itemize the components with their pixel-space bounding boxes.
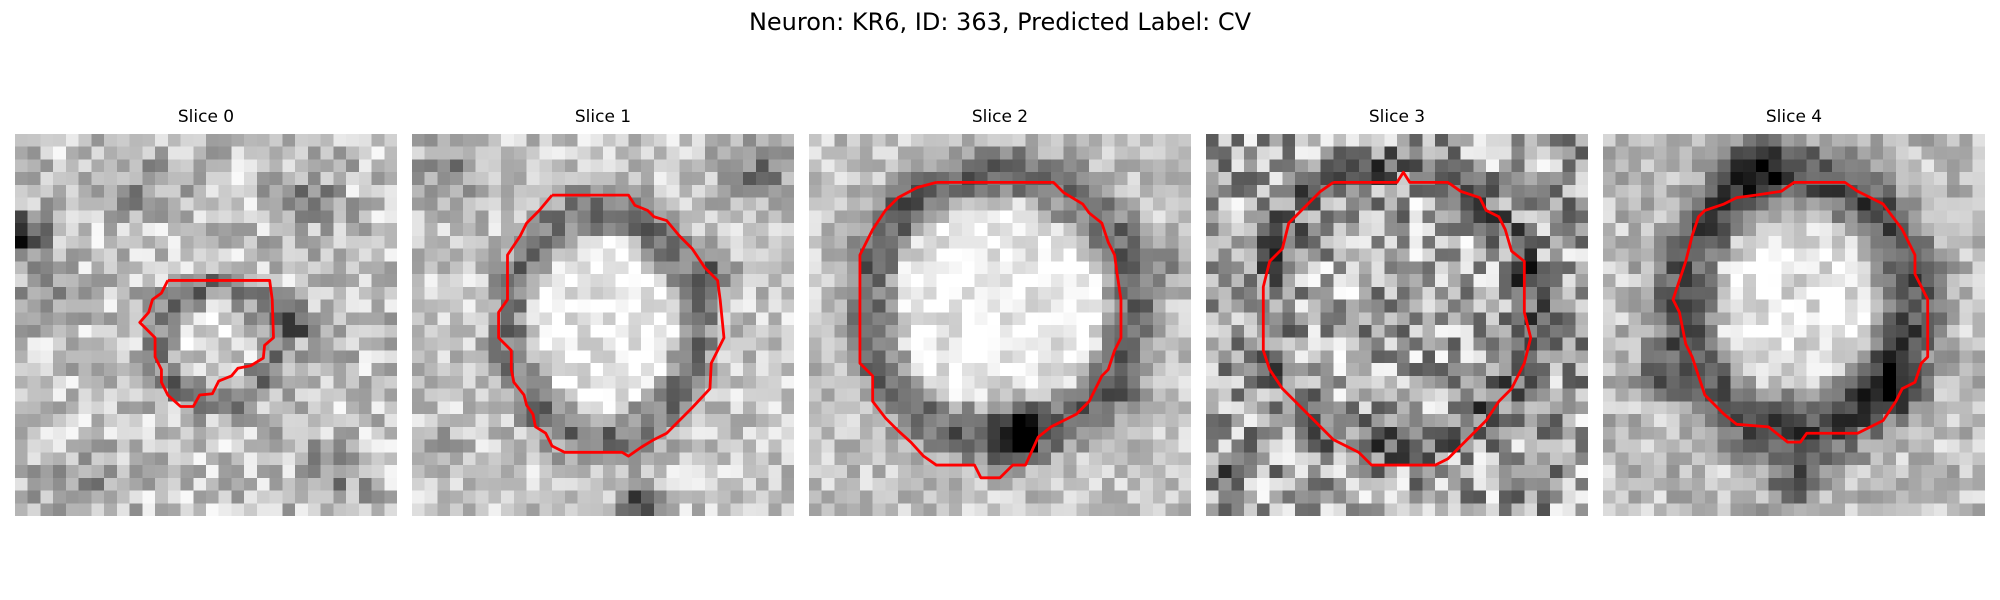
- slice-image-0: [15, 134, 397, 516]
- slice-image-4: [1603, 134, 1985, 516]
- slice-title-4: Slice 4: [1765, 107, 1823, 127]
- pixel-grid-1: [412, 134, 794, 516]
- slice-image-2: [809, 134, 1191, 516]
- slice-svg-1: [412, 134, 794, 516]
- slice-panel-1: Slice 1: [412, 106, 794, 516]
- slice-title-2: Slice 2: [971, 107, 1029, 127]
- slice-panel-2: Slice 2: [809, 106, 1191, 516]
- pixel-grid-3: [1206, 134, 1588, 516]
- slice-image-3: [1206, 134, 1588, 516]
- slice-svg-3: [1206, 134, 1588, 516]
- segmentation-contour-3: [1261, 170, 1533, 467]
- pixel-grid-4: [1603, 134, 1985, 516]
- segmentation-contour-4: [1671, 180, 1930, 444]
- pixel-grid-2: [809, 134, 1191, 516]
- slice-svg-0: [15, 134, 397, 516]
- slice-svg-4: [1603, 134, 1985, 516]
- pixel-grid-0: [15, 134, 397, 516]
- slice-panel-0: Slice 0: [15, 106, 397, 516]
- figure-title: Neuron: KR6, ID: 363, Predicted Label: C…: [748, 8, 1252, 36]
- slice-panel-3: Slice 3: [1206, 106, 1588, 516]
- segmentation-contour-0: [138, 279, 275, 408]
- slice-title-0: Slice 0: [177, 107, 235, 127]
- slice-panel-4: Slice 4: [1603, 106, 1985, 516]
- slice-image-1: [412, 134, 794, 516]
- segmentation-contour-2: [858, 180, 1123, 480]
- segmentation-contour-1: [497, 193, 726, 458]
- slice-svg-2: [809, 134, 1191, 516]
- slice-title-1: Slice 1: [574, 107, 632, 127]
- slice-title-3: Slice 3: [1368, 107, 1426, 127]
